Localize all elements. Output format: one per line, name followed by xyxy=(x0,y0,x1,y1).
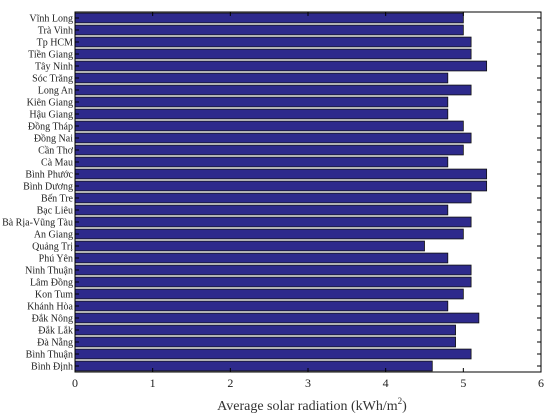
bar-21 xyxy=(74,264,472,276)
bar-16 xyxy=(74,204,449,216)
bars-group xyxy=(74,12,488,372)
bar-9 xyxy=(74,120,464,132)
category-label-24: Khánh Hòa xyxy=(27,302,73,313)
category-label-29: Bình Định xyxy=(31,362,73,373)
bar-14 xyxy=(74,180,488,192)
category-label-6: Long An xyxy=(38,86,73,97)
bar-6 xyxy=(74,84,472,96)
category-label-10: Đồng Nai xyxy=(34,134,73,145)
x-tick-label-5: 5 xyxy=(460,376,466,390)
x-axis-title: Average solar radiation (kWh/m2) xyxy=(217,396,407,414)
bar-8 xyxy=(74,108,449,120)
x-tick-label-4: 4 xyxy=(383,376,389,390)
bar-17 xyxy=(74,216,472,228)
category-label-11: Cần Thơ xyxy=(38,146,74,157)
category-label-14: Bình Dương xyxy=(23,182,73,193)
category-label-20: Phú Yên xyxy=(39,254,73,265)
category-label-12: Cà Mau xyxy=(41,158,73,169)
bar-20 xyxy=(74,252,449,264)
category-label-26: Đắk Lắk xyxy=(38,326,73,337)
bar-10 xyxy=(74,132,472,144)
category-label-1: Trà Vinh xyxy=(38,26,73,37)
bar-18 xyxy=(74,228,464,240)
category-label-16: Bạc Liêu xyxy=(37,206,73,217)
x-tick-label-0: 0 xyxy=(72,376,78,390)
category-label-4: Tây Ninh xyxy=(35,62,73,73)
bar-19 xyxy=(74,240,425,252)
bar-26 xyxy=(74,324,456,336)
bar-29 xyxy=(74,360,433,372)
bar-23 xyxy=(74,288,464,300)
category-label-21: Ninh Thuận xyxy=(25,266,73,277)
x-axis-title-superscript: 2 xyxy=(398,396,403,406)
bar-24 xyxy=(74,300,449,312)
category-label-19: Quảng Trị xyxy=(32,242,73,253)
category-label-23: Kon Tum xyxy=(35,290,73,301)
bar-28 xyxy=(74,348,472,360)
category-label-18: An Giang xyxy=(34,230,73,241)
bar-1 xyxy=(74,24,464,36)
bar-15 xyxy=(74,192,472,204)
x-tick-label-2: 2 xyxy=(227,376,233,390)
bar-5 xyxy=(74,72,449,84)
category-label-15: Bến Tre xyxy=(41,194,74,205)
x-tick-label-1: 1 xyxy=(150,376,156,390)
category-label-13: Bình Phước xyxy=(25,170,73,181)
category-label-25: Đắk Nông xyxy=(32,314,73,325)
category-label-17: Bà Rịa-Vũng Tàu xyxy=(2,218,73,229)
x-tick-label-6: 6 xyxy=(538,376,544,390)
x-axis-title-main: Average solar radiation (kWh/m xyxy=(217,399,398,414)
category-label-3: Tiền Giang xyxy=(28,50,73,61)
bar-4 xyxy=(74,60,488,72)
x-tick-label-3: 3 xyxy=(305,376,311,390)
bar-11 xyxy=(74,144,464,156)
category-label-7: Kiên Giang xyxy=(27,98,73,109)
category-label-22: Lâm Đồng xyxy=(30,278,73,289)
category-label-27: Đà Nẵng xyxy=(37,338,73,349)
bar-12 xyxy=(74,156,449,168)
bar-25 xyxy=(74,312,480,324)
bar-2 xyxy=(74,36,472,48)
category-label-8: Hậu Giang xyxy=(29,110,73,121)
x-axis-title-end: ) xyxy=(402,399,407,414)
bar-13 xyxy=(74,168,488,180)
bar-0 xyxy=(74,12,464,24)
plot-frame xyxy=(74,11,542,373)
bar-27 xyxy=(74,336,456,348)
bar-22 xyxy=(74,276,472,288)
category-label-9: Đồng Tháp xyxy=(28,122,73,133)
category-label-5: Sóc Trăng xyxy=(32,74,73,85)
category-label-28: Bình Thuận xyxy=(26,350,73,361)
bar-7 xyxy=(74,96,449,108)
category-label-2: Tp HCM xyxy=(37,38,74,49)
bar-3 xyxy=(74,48,472,60)
category-label-0: Vĩnh Long xyxy=(29,14,73,25)
